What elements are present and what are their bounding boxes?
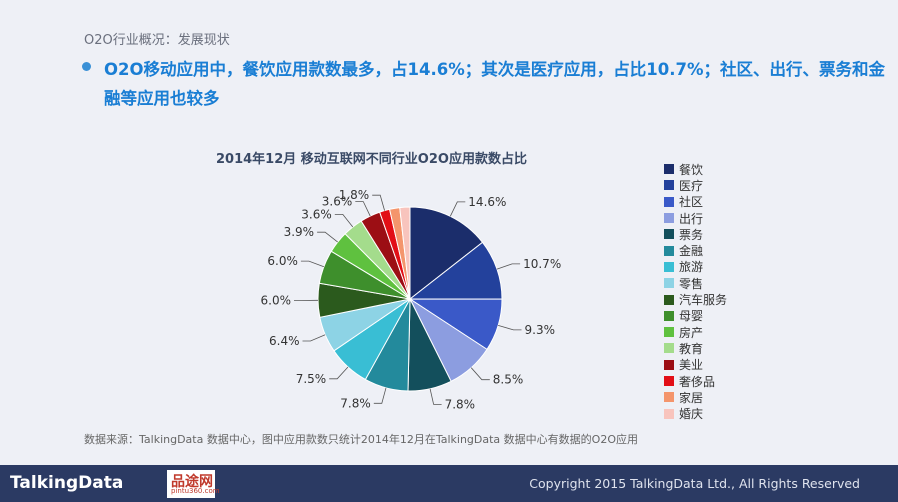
- watermark-logo-text: 品途网: [171, 474, 213, 490]
- legend-swatch: [664, 408, 674, 419]
- legend-swatch: [664, 392, 674, 403]
- legend-label: 金融: [679, 244, 704, 259]
- legend-swatch: [664, 164, 674, 175]
- legend-item-1: 医疗: [664, 177, 727, 193]
- leader-line-12: [355, 201, 371, 217]
- data-label-6: 7.5%: [296, 372, 327, 386]
- breadcrumb: O2O行业概况：发展现状: [84, 33, 230, 48]
- data-label-9: 6.0%: [267, 254, 298, 268]
- legend-item-5: 金融: [664, 242, 727, 258]
- legend-label: 美业: [679, 358, 704, 373]
- leader-line-10: [317, 231, 338, 243]
- legend-label: 教育: [679, 341, 704, 356]
- legend-swatch: [664, 327, 674, 338]
- legend-swatch: [664, 376, 674, 386]
- legend-swatch: [664, 213, 674, 224]
- legend-swatch: [664, 180, 674, 191]
- leader-line-3: [470, 367, 490, 381]
- legend-label: 出行: [679, 211, 704, 226]
- watermark-logo: 品途网 pintu360.com: [167, 470, 220, 498]
- legend-label: 婚庆: [679, 407, 704, 422]
- legend-swatch: [664, 229, 674, 240]
- watermark-url: pintu360.com: [171, 487, 220, 495]
- legend-swatch: [664, 310, 674, 321]
- data-label-10: 3.9%: [284, 225, 315, 239]
- legend-label: 旅游: [679, 260, 704, 275]
- pie-slice-15: [399, 206, 411, 300]
- leader-line-7: [302, 334, 326, 342]
- data-label-2: 9.3%: [525, 323, 556, 337]
- leader-line-2: [497, 325, 522, 331]
- leader-line-6: [329, 366, 349, 380]
- bullet-dot-icon: [82, 62, 91, 71]
- legend-label: 汽车服务: [679, 293, 728, 308]
- data-label-11: 3.6%: [301, 207, 332, 221]
- legend-item-13: 奢侈品: [664, 373, 727, 389]
- leader-line-13: [372, 194, 385, 211]
- legend-label: 餐饮: [679, 162, 704, 177]
- legend-label: 医疗: [679, 178, 704, 193]
- legend-item-0: 餐饮: [664, 161, 727, 177]
- legend-label: 母婴: [679, 309, 704, 324]
- legend-item-9: 母婴: [664, 308, 727, 324]
- footer-bar: TalkingData 品途网 pintu360.com Copyright 2…: [0, 465, 898, 502]
- headline: O2O移动应用中，餐饮应用款数最多，占14.6%；其次是医疗应用，占比10.7%…: [104, 60, 886, 108]
- data-label-0: 14.6%: [468, 195, 506, 209]
- source-note: 数据来源：TalkingData 数据中心，图中应用款数只统计2014年12月在…: [84, 433, 638, 446]
- brand-logo: TalkingData: [10, 473, 124, 493]
- data-label-12: 3.6%: [322, 195, 353, 209]
- legend-label: 票务: [679, 227, 704, 242]
- legend-swatch: [664, 294, 674, 305]
- leader-line-0: [449, 201, 466, 217]
- legend-swatch: [664, 278, 674, 289]
- legend-item-10: 房产: [664, 324, 727, 340]
- legend-item-2: 社区: [664, 194, 727, 210]
- leader-line-5: [373, 387, 387, 404]
- leader-line-4: [429, 388, 442, 405]
- legend-item-7: 零售: [664, 275, 727, 291]
- legend-item-12: 美业: [664, 357, 727, 373]
- chart-legend: 餐饮 医疗社区 出行 票务金融 旅游 零售汽车服务 母婴 房产 教育美业 奢侈品 家居婚庆: [664, 161, 727, 422]
- legend-item-14: 家居: [664, 389, 727, 405]
- legend-item-4: 票务: [664, 226, 727, 242]
- data-label-8: 6.0%: [261, 294, 292, 308]
- data-label-5: 7.8%: [340, 396, 371, 410]
- legend-swatch: [664, 359, 674, 370]
- legend-label: 家居: [679, 390, 704, 405]
- legend-swatch: [664, 343, 674, 354]
- chart-title: 2014年12月 移动互联网不同行业O2O应用款数占比: [216, 152, 527, 167]
- legend-item-6: 旅游: [664, 259, 727, 275]
- data-label-4: 7.8%: [445, 397, 476, 411]
- legend-item-11: 教育: [664, 340, 727, 356]
- legend-label: 奢侈品: [679, 374, 716, 389]
- legend-label: 零售: [679, 276, 704, 291]
- legend-swatch: [664, 261, 674, 272]
- legend-label: 社区: [679, 195, 704, 210]
- legend-item-8: 汽车服务: [664, 291, 727, 307]
- pie-slice-0: [409, 206, 484, 301]
- leader-line-1: [496, 263, 521, 270]
- data-label-7: 6.4%: [269, 334, 300, 348]
- legend-label: 房产: [679, 325, 704, 340]
- data-label-1: 10.7%: [523, 257, 561, 271]
- legend-swatch: [664, 245, 674, 256]
- copyright: Copyright 2015 TalkingData Ltd., All Rig…: [529, 476, 860, 491]
- leader-line-9: [300, 260, 325, 268]
- data-label-3: 8.5%: [493, 373, 524, 387]
- legend-item-3: 出行: [664, 210, 727, 226]
- legend-swatch: [664, 196, 674, 207]
- leader-line-11: [334, 213, 354, 228]
- legend-item-15: 婚庆: [664, 405, 727, 421]
- data-label-13: 1.8%: [339, 188, 370, 202]
